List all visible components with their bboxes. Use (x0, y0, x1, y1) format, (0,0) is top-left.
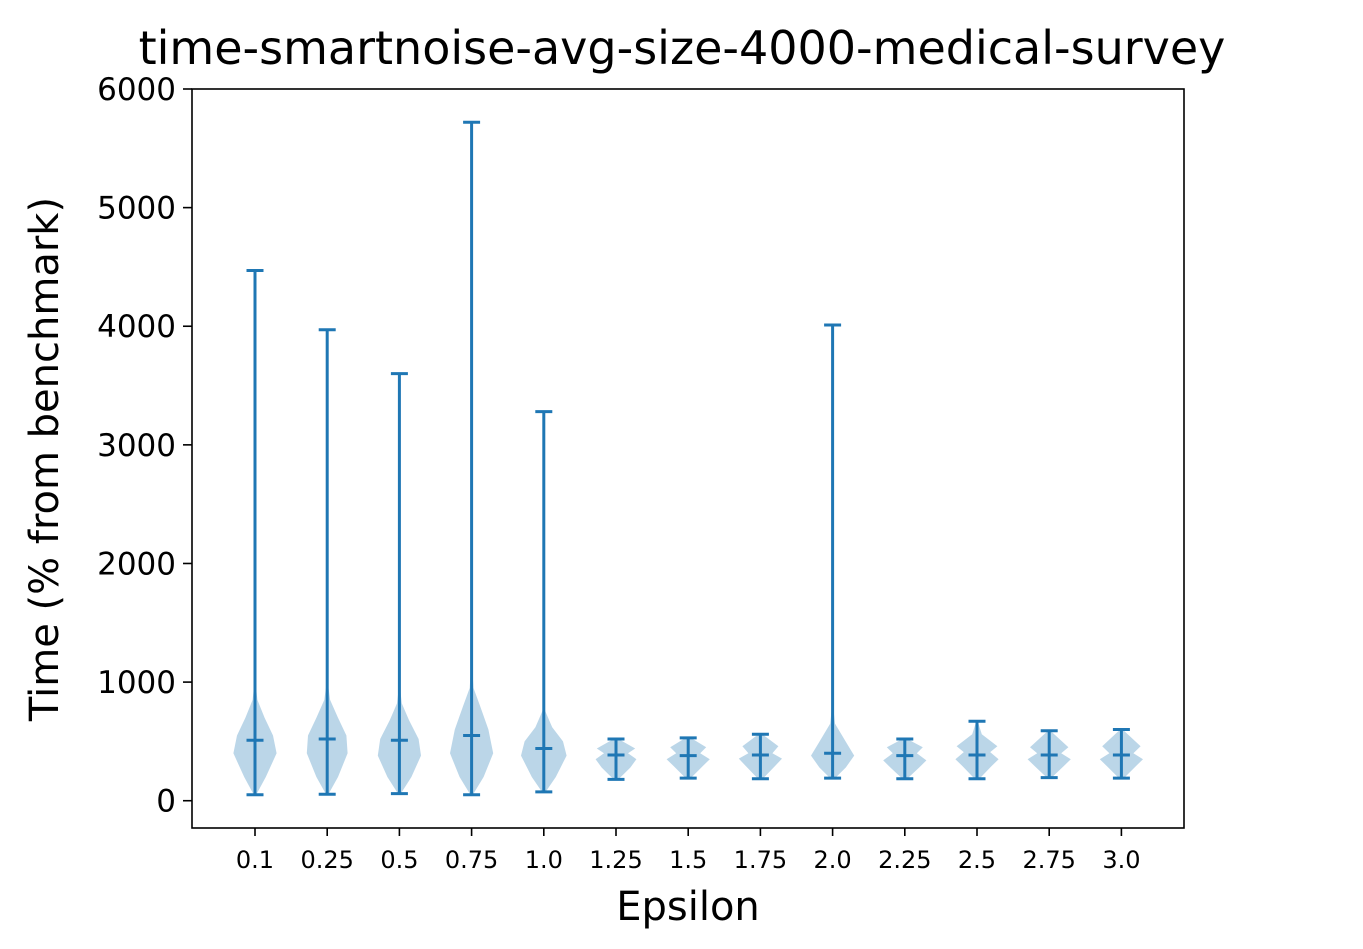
y-tick-label: 4000 (97, 309, 176, 345)
violin (1099, 728, 1143, 780)
x-tick-label: 0.25 (300, 846, 353, 874)
x-tick-label: 2.0 (814, 846, 852, 874)
violin (811, 323, 855, 780)
x-ticks: 0.1 0.25 0.5 0.75 1.0 1.25 1.5 1.75 2.0 2.25 2.5 2.… (236, 828, 1140, 874)
x-tick-label: 1.0 (525, 846, 563, 874)
x-tick-label: 2.5 (958, 846, 996, 874)
x-tick-label: 0.1 (236, 846, 274, 874)
x-axis-label: Epsilon (616, 884, 760, 930)
violin (450, 120, 494, 797)
violin (306, 328, 348, 796)
x-tick-label: 2.25 (878, 846, 931, 874)
y-tick-label: 6000 (97, 72, 176, 108)
x-tick-label: 1.75 (734, 846, 787, 874)
violins-layer (233, 120, 1143, 797)
violin (883, 737, 927, 781)
y-axis-label: Time (% from benchmark) (22, 197, 68, 722)
violin (595, 737, 637, 781)
y-tick-label: 2000 (97, 546, 176, 582)
chart-title: time-smartnoise-avg-size-4000-medical-su… (139, 21, 1226, 75)
violin (1027, 729, 1071, 780)
y-ticks: 0 1000 2000 3000 4000 5000 6000 (97, 72, 192, 820)
violin (738, 732, 782, 781)
y-tick-label: 3000 (97, 428, 176, 464)
violin (521, 410, 567, 794)
x-tick-label: 1.25 (589, 846, 642, 874)
violin (233, 268, 277, 797)
y-tick-label: 0 (156, 784, 176, 820)
x-tick-label: 0.75 (445, 846, 498, 874)
y-tick-label: 5000 (97, 191, 176, 227)
violin (666, 736, 710, 780)
x-tick-label: 1.5 (669, 846, 707, 874)
x-tick-label: 3.0 (1102, 846, 1140, 874)
y-tick-label: 1000 (97, 665, 176, 701)
violin (377, 372, 421, 796)
violin (955, 719, 999, 781)
x-tick-label: 2.75 (1022, 846, 1075, 874)
x-tick-label: 0.5 (380, 846, 418, 874)
plot-frame (191, 88, 1185, 829)
